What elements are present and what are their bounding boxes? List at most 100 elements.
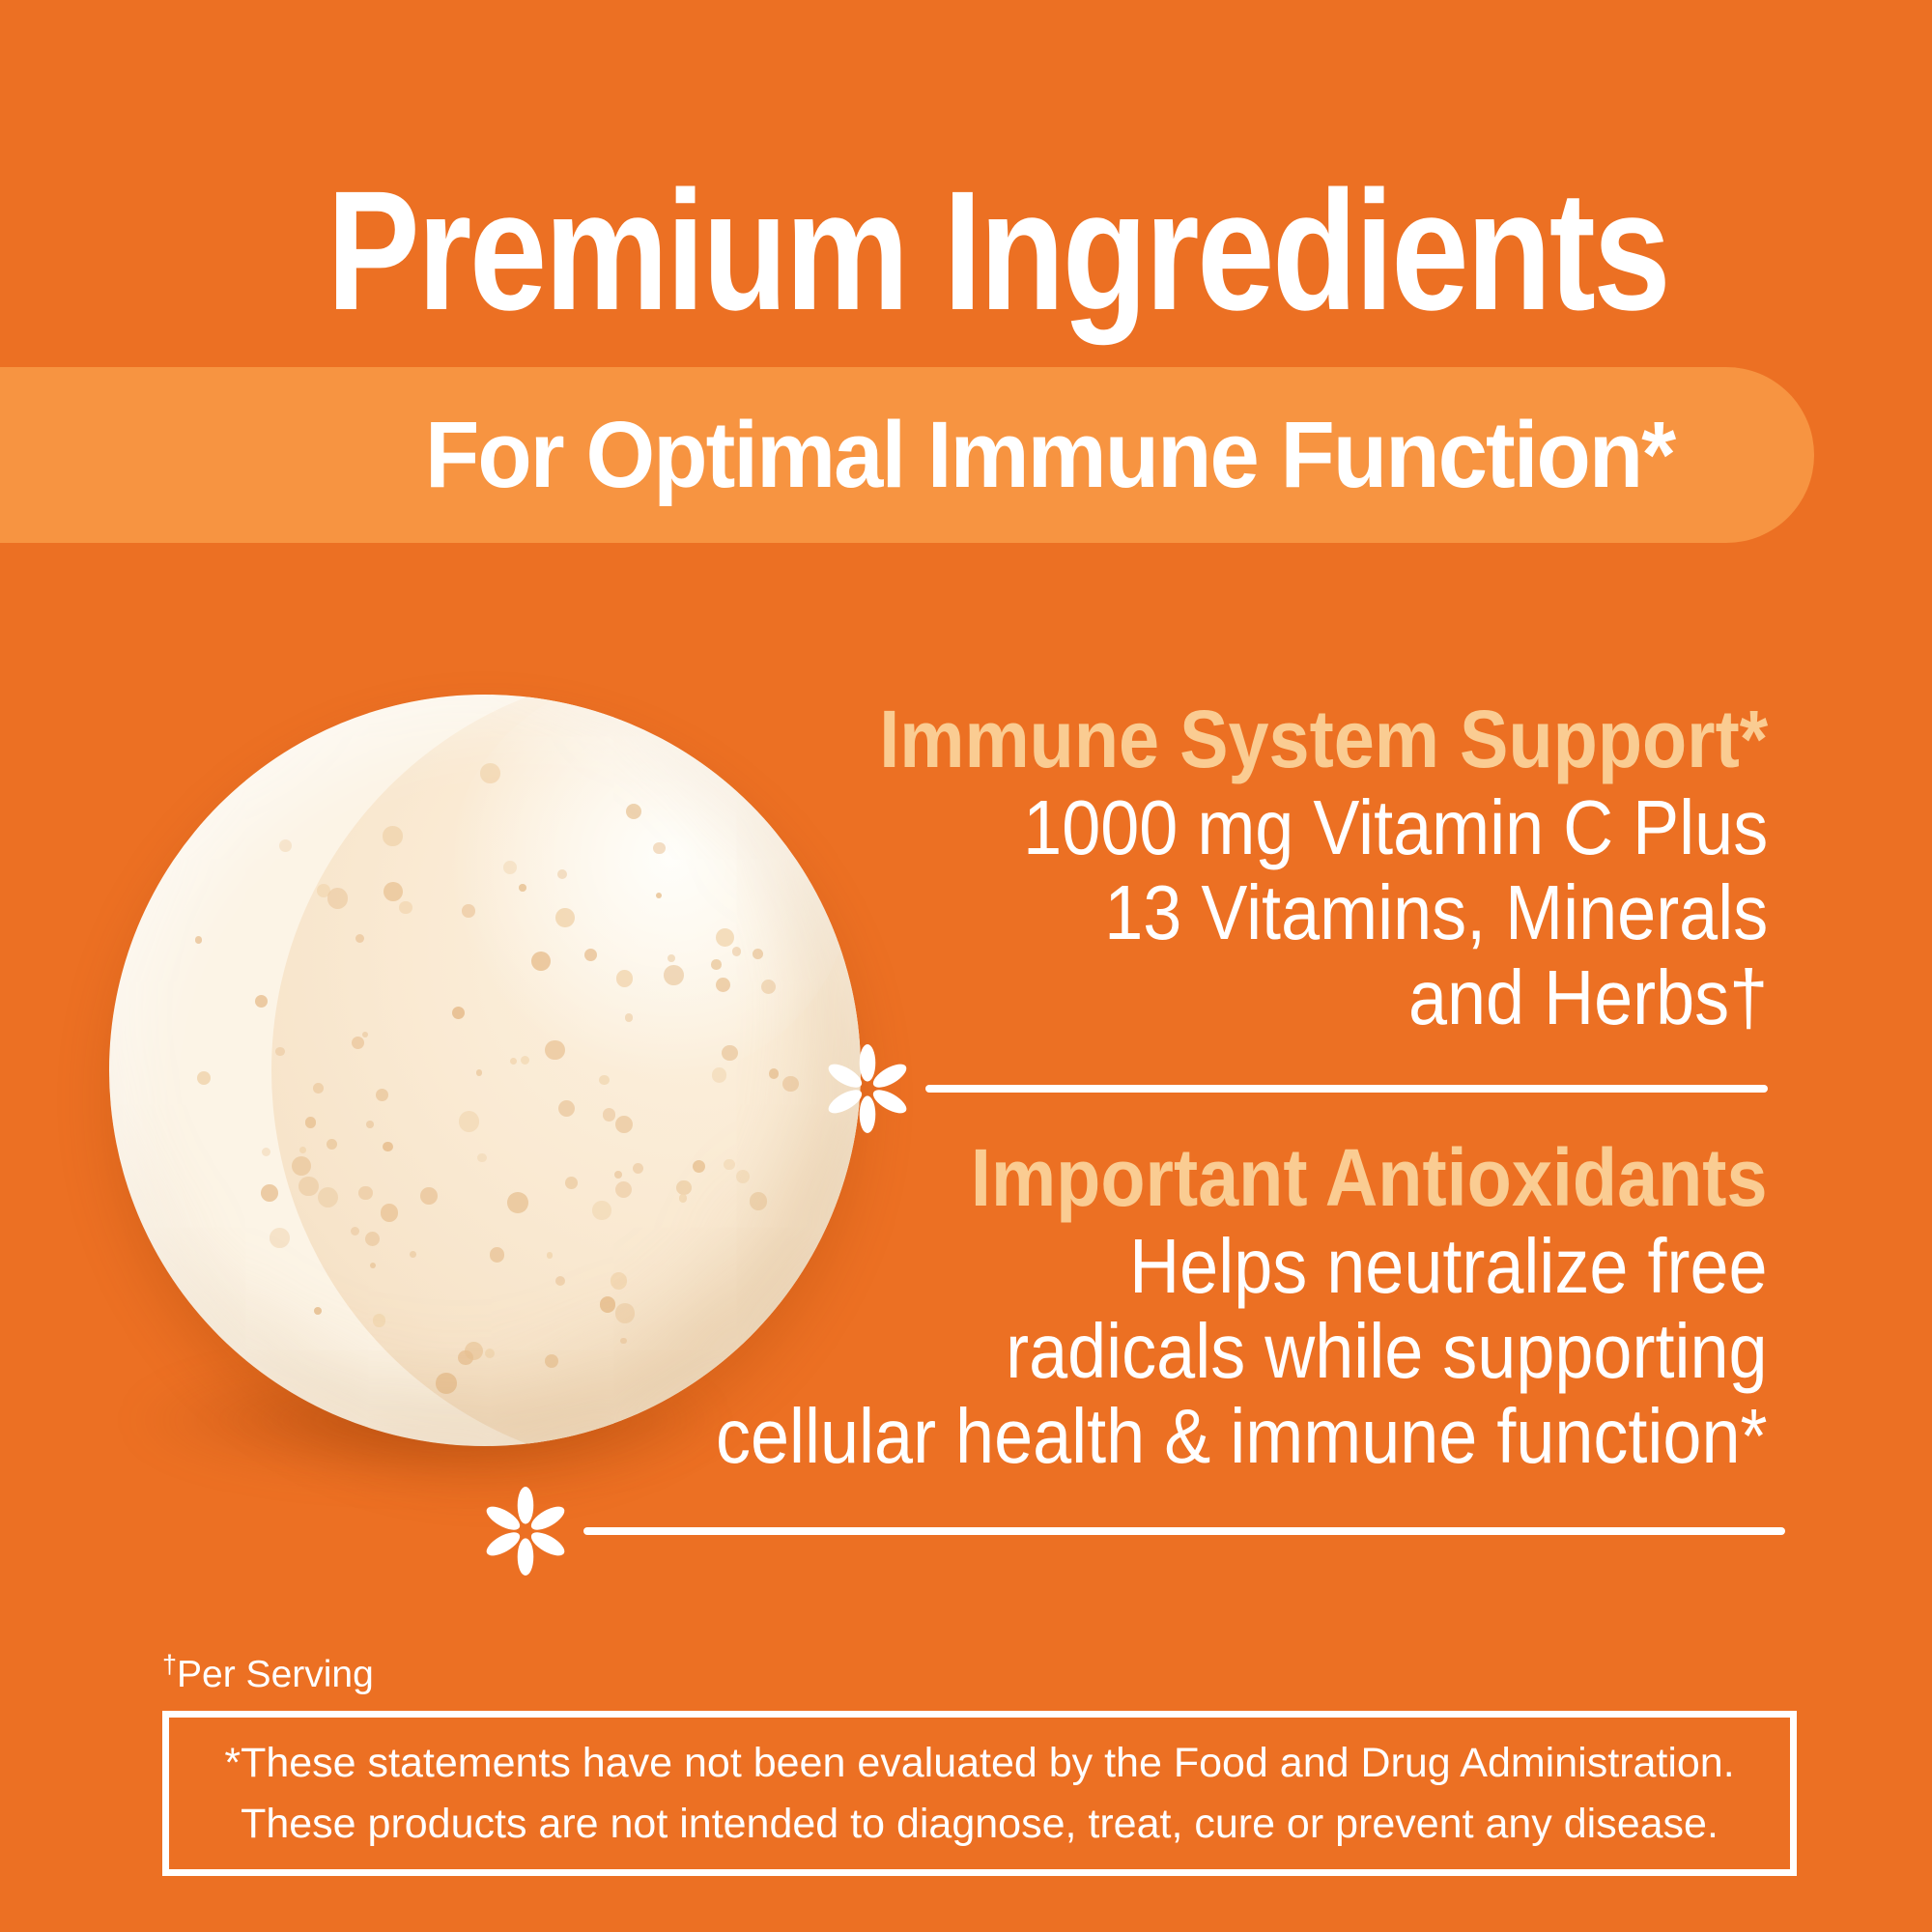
subtitle-text: For Optimal Immune Function* (424, 402, 1676, 507)
speckle-dot (724, 1158, 736, 1171)
speckle-dot (355, 933, 364, 944)
speckle-dot (458, 1110, 480, 1132)
speckle-dot (544, 1353, 558, 1369)
speckle-dot (358, 1185, 373, 1201)
speckle-dot (372, 1314, 386, 1327)
asterisk-flower-icon (828, 1044, 907, 1133)
speckle-dot (291, 1155, 311, 1176)
speckle-dot (749, 1191, 768, 1210)
speckle-dot (519, 884, 526, 892)
per-serving-text: Per Serving (177, 1654, 374, 1695)
speckle-dot (711, 1067, 727, 1083)
speckle-dot (768, 1067, 780, 1079)
speckle-dot (327, 1138, 338, 1151)
immune-support-line: and Herbs† (1407, 954, 1768, 1040)
speckle-dot (625, 804, 642, 820)
speckle-dot (664, 965, 684, 985)
speckle-dot (370, 1263, 377, 1269)
speckle-dot (620, 1337, 628, 1345)
speckle-dot (614, 1303, 635, 1323)
speckle-dot (352, 1036, 365, 1049)
effervescent-tablet-illustration (109, 695, 861, 1446)
speckle-dot (409, 1250, 416, 1258)
speckle-dot (554, 908, 575, 927)
speckle-dot (667, 954, 675, 963)
speckle-dot (615, 970, 634, 987)
speckle-dot (476, 1152, 487, 1163)
speckle-dot (383, 826, 403, 846)
speckle-dot (546, 1251, 554, 1259)
speckle-dot (613, 1171, 622, 1179)
speckle-dot (732, 947, 742, 956)
speckle-dot (624, 1012, 634, 1022)
per-serving-footnote: †Per Serving (162, 1650, 374, 1696)
antioxidants-line: radicals while supporting (1006, 1308, 1768, 1394)
disclaimer-line: These products are not intended to diagn… (241, 1800, 1719, 1847)
speckle-dot (545, 1039, 565, 1061)
antioxidants-line: cellular health & immune function* (716, 1393, 1768, 1479)
speckle-dot (715, 977, 730, 993)
speckle-dot (318, 1186, 339, 1208)
immune-support-line: 13 Vitamins, Minerals (1104, 869, 1768, 955)
immune-support-line: 1000 mg Vitamin C Plus (1022, 784, 1768, 870)
asterisk-divider (823, 1044, 1768, 1133)
asterisk-divider (481, 1487, 1785, 1576)
antioxidants-section: Important Antioxidants Helps neutralize … (599, 1132, 1768, 1479)
speckle-dot (632, 1162, 643, 1174)
subtitle-banner: For Optimal Immune Function* (0, 367, 1814, 543)
speckle-dot (507, 1191, 529, 1213)
speckle-dot (316, 883, 330, 897)
speckle-dot (655, 892, 663, 898)
speckle-dot (375, 1088, 389, 1102)
speckle-dot (614, 1181, 632, 1199)
speckle-dot (399, 900, 412, 915)
immune-support-section: Immune System Support* 1000 mg Vitamin C… (781, 694, 1768, 1040)
speckle-dot (602, 1108, 616, 1122)
speckle-dot (350, 1227, 359, 1236)
speckle-dot (194, 936, 203, 944)
speckle-dot (366, 1121, 374, 1129)
speckle-dot (692, 1159, 705, 1173)
speckle-dot (364, 1231, 381, 1247)
speckle-dot (313, 1083, 324, 1094)
speckle-dot (530, 952, 551, 971)
speckle-dot (380, 1204, 399, 1223)
speckle-dot (484, 1348, 495, 1358)
speckle-dot (465, 1341, 484, 1361)
speckle-dot (653, 841, 666, 855)
speckle-dot (480, 763, 500, 783)
dagger-symbol: † (162, 1650, 178, 1679)
antioxidants-heading: Important Antioxidants (971, 1132, 1768, 1223)
speckle-dot (298, 1176, 319, 1197)
tablet-highlight (447, 695, 853, 1081)
speckle-dot (722, 1045, 738, 1062)
speckle-dot (451, 1006, 466, 1020)
speckle-dot (298, 1146, 306, 1153)
speckle-dot (678, 1193, 688, 1203)
speckle-dot (735, 1169, 750, 1183)
speckle-dot (196, 1071, 212, 1086)
speckle-dot (383, 882, 403, 902)
speckle-dot (557, 1099, 576, 1118)
speckle-dot (510, 1057, 518, 1065)
divider-line (583, 1527, 1785, 1535)
speckle-dot (782, 1075, 799, 1092)
divider-line (925, 1085, 1768, 1093)
speckle-dot (327, 888, 349, 909)
fda-disclaimer-box: *These statements have not been evaluate… (162, 1711, 1797, 1876)
speckle-dot (592, 1201, 612, 1220)
speckle-dot (715, 928, 734, 948)
speckle-dot (475, 1068, 483, 1076)
page-title: Premium Ingredients (327, 156, 1670, 346)
speckle-dot (270, 1228, 290, 1248)
immune-support-heading: Immune System Support* (879, 694, 1768, 784)
speckle-dot (420, 1187, 438, 1205)
speckle-dot (262, 1147, 271, 1157)
speckle-dot (275, 1047, 285, 1057)
speckle-dot (255, 995, 269, 1009)
speckle-dot (676, 1180, 692, 1196)
speckle-dot (313, 1307, 323, 1316)
speckle-dot (583, 948, 598, 962)
speckle-dot (489, 1247, 504, 1263)
